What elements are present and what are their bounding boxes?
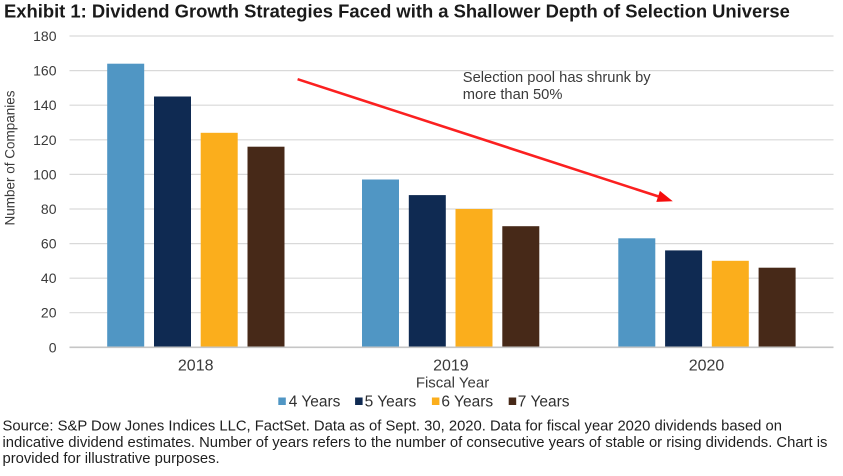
- svg-text:Fiscal Year: Fiscal Year: [416, 375, 489, 392]
- svg-text:100: 100: [33, 166, 57, 182]
- svg-text:0: 0: [49, 339, 57, 355]
- svg-text:2020: 2020: [689, 358, 725, 375]
- svg-text:180: 180: [33, 28, 57, 44]
- svg-text:20: 20: [41, 305, 57, 321]
- svg-text:160: 160: [33, 63, 57, 79]
- svg-text:2019: 2019: [433, 358, 469, 375]
- svg-text:60: 60: [41, 236, 57, 252]
- svg-text:provided for illustrative purp: provided for illustrative purposes.: [3, 451, 220, 467]
- svg-text:more than 50%: more than 50%: [463, 87, 563, 103]
- svg-text:6 Years: 6 Years: [441, 393, 493, 410]
- svg-text:indicative dividend estimates.: indicative dividend estimates. Number of…: [3, 435, 828, 451]
- svg-text:140: 140: [33, 97, 57, 113]
- svg-text:80: 80: [41, 201, 57, 217]
- svg-text:Exhibit 1: Dividend Growth Str: Exhibit 1: Dividend Growth Strategies Fa…: [4, 1, 790, 22]
- svg-text:Source: S&P Dow Jones Indices: Source: S&P Dow Jones Indices LLC, FactS…: [3, 419, 782, 435]
- svg-text:Number of Companies: Number of Companies: [3, 90, 18, 225]
- svg-text:Selection pool has shrunk by: Selection pool has shrunk by: [463, 70, 651, 86]
- svg-text:5 Years: 5 Years: [365, 393, 417, 410]
- svg-text:2018: 2018: [178, 358, 214, 375]
- svg-text:7 Years: 7 Years: [518, 393, 570, 410]
- svg-text:120: 120: [33, 132, 57, 148]
- svg-text:4 Years: 4 Years: [289, 393, 341, 410]
- svg-text:40: 40: [41, 270, 57, 286]
